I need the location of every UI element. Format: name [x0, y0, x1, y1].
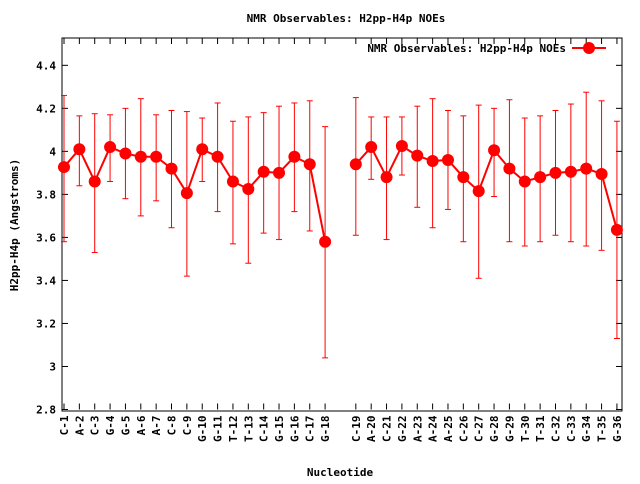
data-point [88, 175, 101, 188]
chart-title: NMR Observables: H2pp-H4p NOEs [247, 12, 446, 25]
y-tick-label: 3.6 [36, 231, 56, 244]
data-point [57, 161, 70, 174]
data-point [273, 166, 286, 179]
x-tick-label: A-20 [365, 416, 378, 443]
x-tick-label: C-8 [166, 416, 179, 436]
data-point [134, 150, 147, 163]
x-tick-label: C-32 [549, 416, 562, 443]
x-tick-label: G-22 [396, 416, 409, 443]
data-point [73, 143, 86, 156]
data-point [534, 171, 547, 184]
x-tick-label: T-12 [227, 416, 240, 443]
data-point [580, 162, 593, 175]
x-tick-label: T-13 [242, 416, 255, 443]
data-point [564, 165, 577, 178]
x-tick-label: G-11 [212, 415, 225, 442]
y-tick-label: 3.8 [36, 188, 56, 201]
x-tick-label: G-34 [580, 415, 593, 442]
x-tick-label: G-29 [503, 416, 516, 443]
data-point [472, 185, 485, 198]
y-axis-label: H2pp-H4p (Angstroms) [8, 159, 21, 291]
y-tick-label: 4.2 [36, 102, 56, 115]
legend-marker [583, 42, 595, 54]
data-point [319, 235, 332, 248]
x-tick-label: C-26 [457, 415, 470, 442]
data-point [503, 162, 516, 175]
x-tick-label: A-2 [73, 416, 86, 436]
data-point [488, 144, 501, 157]
x-tick-label: C-27 [473, 416, 486, 443]
y-tick-label: 4 [49, 145, 56, 158]
x-tick-label: C-3 [89, 416, 102, 436]
x-tick-label: A-25 [442, 416, 455, 443]
x-tick-label: A-6 [135, 415, 148, 435]
y-tick-label: 2.8 [36, 404, 56, 417]
data-point [426, 155, 439, 168]
series-line [63, 145, 327, 242]
x-tick-label: T-31 [534, 415, 547, 442]
data-point [226, 175, 239, 188]
x-axis-label: Nucleotide [307, 466, 374, 479]
data-point [457, 171, 470, 184]
y-tick-label: 3 [49, 360, 56, 373]
x-tick-label: G-4 [104, 415, 117, 435]
y-tick-label: 3.4 [36, 274, 56, 287]
data-point [303, 158, 316, 171]
data-point [211, 150, 224, 163]
data-point [595, 167, 608, 180]
data-point [104, 141, 117, 154]
data-point [349, 158, 362, 171]
data-point [549, 166, 562, 179]
x-tick-label: G-5 [119, 416, 132, 436]
data-point [518, 175, 531, 188]
legend-label: NMR Observables: H2pp-H4p NOEs [367, 42, 566, 55]
x-tick-label: C-33 [565, 416, 578, 443]
y-tick-label: 3.2 [36, 317, 56, 330]
data-point [242, 183, 255, 196]
data-point [441, 153, 454, 166]
x-tick-label: G-16 [288, 415, 301, 442]
x-tick-label: A-23 [411, 416, 424, 443]
x-tick-label: G-15 [273, 416, 286, 443]
x-tick-label: C-9 [181, 416, 194, 436]
series-line [355, 144, 618, 231]
x-tick-label: G-28 [488, 416, 501, 443]
x-tick-label: G-36 [611, 415, 624, 442]
x-tick-label: C-14 [258, 415, 271, 442]
data-point [257, 165, 270, 178]
data-point [165, 162, 178, 175]
data-point [288, 150, 301, 163]
data-point [411, 149, 424, 162]
x-tick-label: A-7 [150, 416, 163, 436]
data-point [150, 150, 163, 163]
x-tick-label: T-35 [596, 416, 609, 443]
data-point [380, 171, 393, 184]
x-tick-label: C-19 [350, 416, 363, 443]
x-tick-label: G-10 [196, 416, 209, 443]
legend: NMR Observables: H2pp-H4p NOEs [367, 42, 606, 55]
x-tick-label: C-21 [381, 415, 394, 442]
y-tick-label: 4.4 [36, 59, 56, 72]
x-tick-label: T-30 [519, 416, 532, 443]
data-point [180, 187, 193, 200]
x-tick-label: C-1 [58, 415, 71, 435]
data-point [395, 139, 408, 152]
x-tick-label: G-18 [319, 416, 332, 443]
data-point [365, 141, 378, 154]
x-tick-label: A-24 [427, 415, 440, 442]
x-tick-label: C-17 [304, 416, 317, 443]
data-point [196, 143, 209, 156]
data-point [610, 223, 623, 236]
plot-border [61, 37, 623, 412]
data-point [119, 147, 132, 160]
